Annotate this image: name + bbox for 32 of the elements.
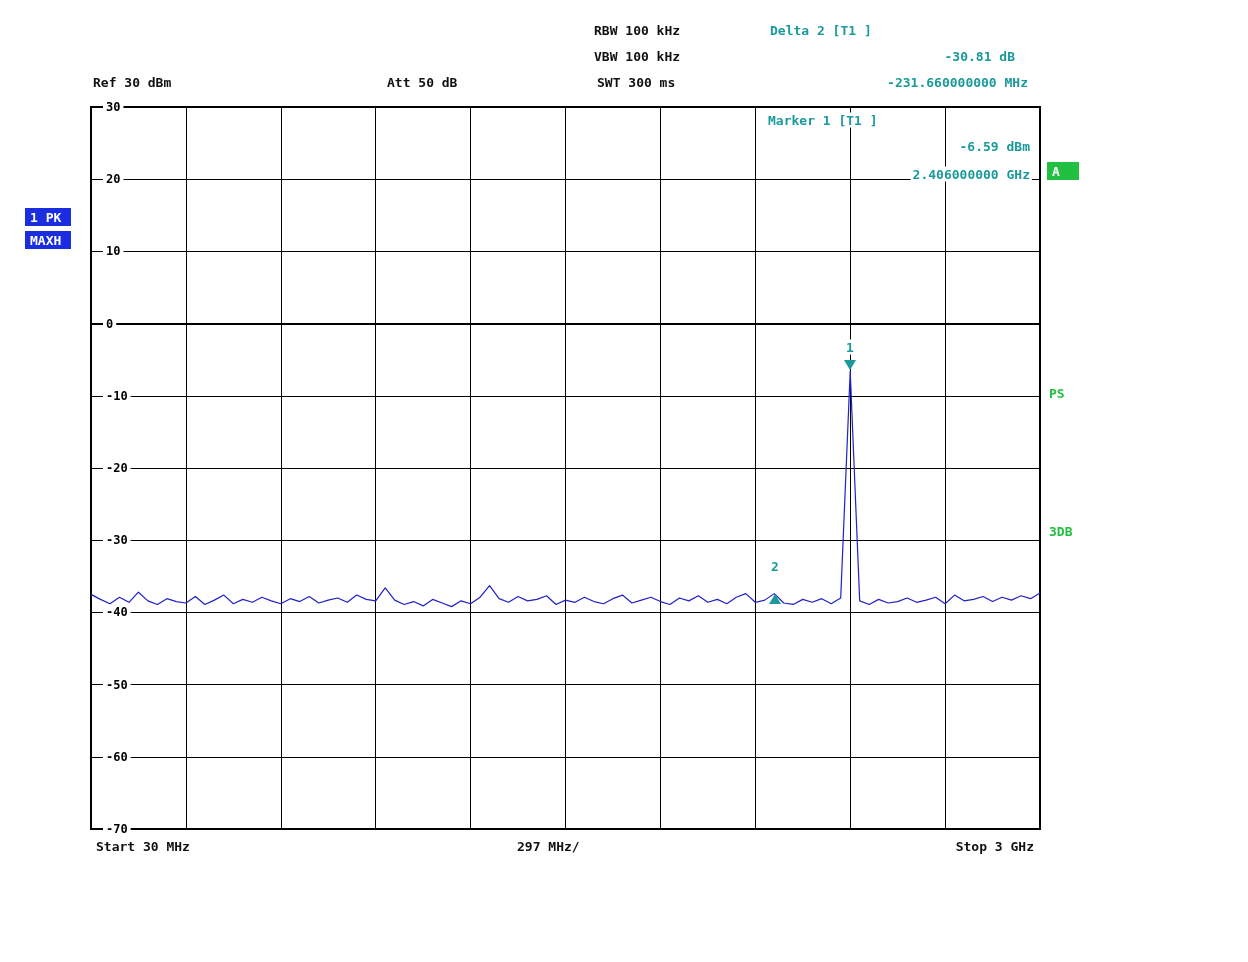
y-tick-label: 10 [106,244,121,259]
y-tick-label: -40 [106,605,128,620]
annotation: -6.59 dBm [959,138,1031,154]
text: VBW 100 kHz [594,48,681,64]
text: -30.81 dB [944,48,1016,64]
text: SWT 300 ms [597,74,676,90]
y-tick-label: -30 [106,533,128,548]
annotation: 2 [771,558,779,574]
text: 3DB [1049,523,1073,539]
y-tick-label: -10 [106,388,128,403]
y-tick-label: 0 [106,316,114,331]
annotation: 2.406000000 GHz [912,166,1030,182]
text: -231.660000000 MHz [887,74,1028,90]
text: Start 30 MHz [96,838,190,854]
y-tick-label: 30 [106,100,121,114]
text: A [1052,163,1060,179]
y-tick-label: -70 [106,822,128,836]
text: PS [1049,385,1065,401]
y-tick-label: 20 [106,172,121,187]
text: Delta 2 [T1 ] [770,22,872,38]
text: RBW 100 kHz [594,22,681,38]
y-tick-label: -60 [106,749,128,764]
text: 1 PK [30,209,62,225]
text: Stop 3 GHz [955,838,1034,854]
y-tick-label: -20 [106,461,128,475]
text: Ref 30 dBm [93,74,172,90]
annotation: Marker 1 [T1 ] [768,112,878,128]
text: 297 MHz/ [517,838,580,854]
annotation: 1 [846,339,855,355]
y-tick-label: -50 [106,677,128,692]
text: Att 50 dB [387,74,458,90]
text: MAXH [30,232,62,248]
